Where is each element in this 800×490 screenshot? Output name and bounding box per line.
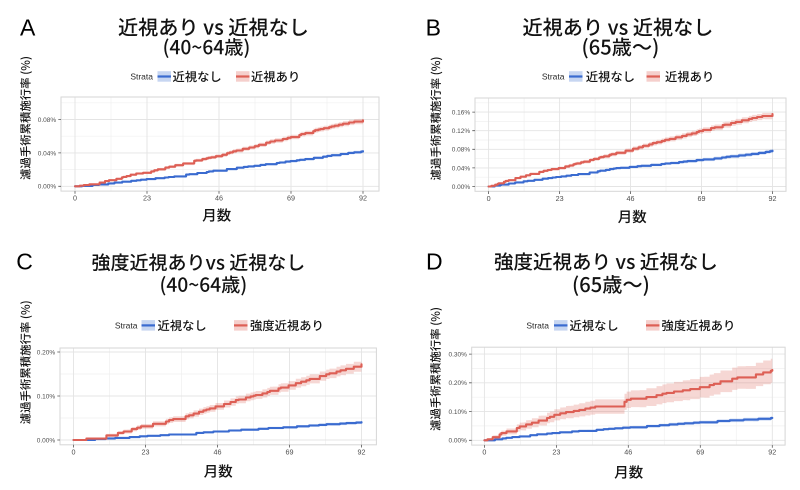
svg-text:0.08%: 0.08% <box>452 147 471 154</box>
svg-text:69: 69 <box>286 447 294 456</box>
svg-text:0: 0 <box>72 447 76 456</box>
svg-text:0.30%: 0.30% <box>448 351 467 358</box>
svg-text:Strata: Strata <box>130 72 153 82</box>
svg-text:0: 0 <box>73 194 77 203</box>
svg-text:92: 92 <box>768 448 776 457</box>
svg-text:Strata: Strata <box>526 320 549 330</box>
svg-text:B: B <box>426 15 441 41</box>
svg-text:0.00%: 0.00% <box>38 184 57 191</box>
svg-text:92: 92 <box>358 447 366 456</box>
svg-text:92: 92 <box>359 194 367 203</box>
svg-text:0.04%: 0.04% <box>38 150 57 157</box>
svg-text:46: 46 <box>627 194 635 203</box>
svg-text:0.10%: 0.10% <box>37 393 56 400</box>
svg-text:69: 69 <box>287 194 295 203</box>
svg-text:0: 0 <box>487 194 491 203</box>
svg-text:Strata: Strata <box>115 320 138 330</box>
svg-text:Strata: Strata <box>542 72 565 82</box>
svg-text:46: 46 <box>215 194 223 203</box>
svg-text:0.08%: 0.08% <box>38 117 57 124</box>
svg-text:0.00%: 0.00% <box>37 437 56 444</box>
svg-text:69: 69 <box>698 194 706 203</box>
svg-text:46: 46 <box>624 448 632 457</box>
svg-text:0.20%: 0.20% <box>448 380 467 387</box>
svg-text:0.16%: 0.16% <box>452 110 471 117</box>
svg-text:0.00%: 0.00% <box>452 184 471 191</box>
svg-text:A: A <box>20 15 36 41</box>
svg-text:23: 23 <box>556 194 564 203</box>
svg-text:0: 0 <box>482 448 486 457</box>
svg-text:0.04%: 0.04% <box>452 165 471 172</box>
svg-text:46: 46 <box>214 447 222 456</box>
svg-text:23: 23 <box>143 194 151 203</box>
svg-text:D: D <box>426 248 443 274</box>
svg-text:0.12%: 0.12% <box>452 128 471 135</box>
svg-text:23: 23 <box>552 448 560 457</box>
svg-text:C: C <box>16 248 33 274</box>
svg-text:0.10%: 0.10% <box>448 409 467 416</box>
svg-text:69: 69 <box>696 448 704 457</box>
svg-text:0.20%: 0.20% <box>37 349 56 356</box>
svg-text:92: 92 <box>769 194 777 203</box>
svg-text:0.00%: 0.00% <box>448 438 467 445</box>
svg-text:23: 23 <box>142 447 150 456</box>
